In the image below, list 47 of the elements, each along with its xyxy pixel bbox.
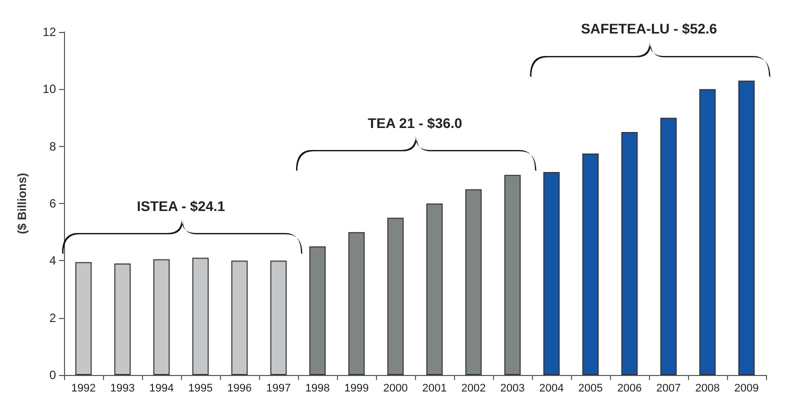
- x-tick-label: 1995: [188, 382, 213, 394]
- bar: [465, 189, 482, 375]
- y-tick-label: 2: [49, 310, 56, 325]
- x-tick-label: 2000: [383, 382, 408, 394]
- bar: [348, 232, 365, 375]
- bar: [387, 218, 404, 375]
- bar: [738, 80, 755, 375]
- x-tick-label: 1996: [227, 382, 252, 394]
- bar: [153, 259, 170, 375]
- x-tick-label: 2008: [695, 382, 720, 394]
- y-tick-label: 0: [49, 368, 56, 382]
- bar: [75, 262, 92, 375]
- x-tick-label: 1994: [149, 382, 174, 394]
- bar: [660, 118, 677, 375]
- x-tick-label: 1993: [110, 382, 135, 394]
- annotation: SAFETEA-LU - $52.6: [580, 20, 718, 37]
- x-tick-label: 2007: [656, 382, 681, 394]
- x-tick-label: 1997: [266, 382, 291, 394]
- x-tick-label: 2009: [734, 382, 759, 394]
- y-tick-label: 6: [49, 196, 56, 210]
- bar: [270, 260, 287, 375]
- y-axis-title: ($ Billions): [15, 172, 29, 234]
- bar: [192, 258, 209, 375]
- x-tick-label: 2001: [422, 382, 447, 394]
- x-tick-label: 1998: [305, 382, 330, 394]
- x-tick-label: 2005: [578, 382, 603, 394]
- y-tick-label: 8: [49, 139, 56, 154]
- y-tick-label: 10: [42, 82, 56, 96]
- bar: [582, 153, 599, 375]
- bar: [504, 174, 521, 375]
- y-tick-label: 4: [49, 254, 56, 268]
- x-tick-label: 1992: [71, 382, 96, 394]
- bar: [543, 172, 560, 375]
- x-tick-label: 2006: [617, 382, 642, 394]
- x-tick-label: 2003: [500, 382, 525, 394]
- bar: [621, 132, 638, 375]
- bar: [426, 204, 443, 375]
- bar: [114, 264, 131, 375]
- bar: [309, 246, 326, 375]
- x-tick-label: 2002: [461, 382, 486, 394]
- x-tick-label: 1999: [344, 382, 369, 394]
- y-tick-label: 12: [42, 25, 56, 39]
- bar: [231, 260, 248, 375]
- annotation: TEA 21 - $36.0: [368, 114, 462, 131]
- annotation: ISTEA - $24.1: [136, 198, 226, 214]
- bar: [699, 89, 716, 375]
- x-tick-label: 2004: [539, 382, 564, 394]
